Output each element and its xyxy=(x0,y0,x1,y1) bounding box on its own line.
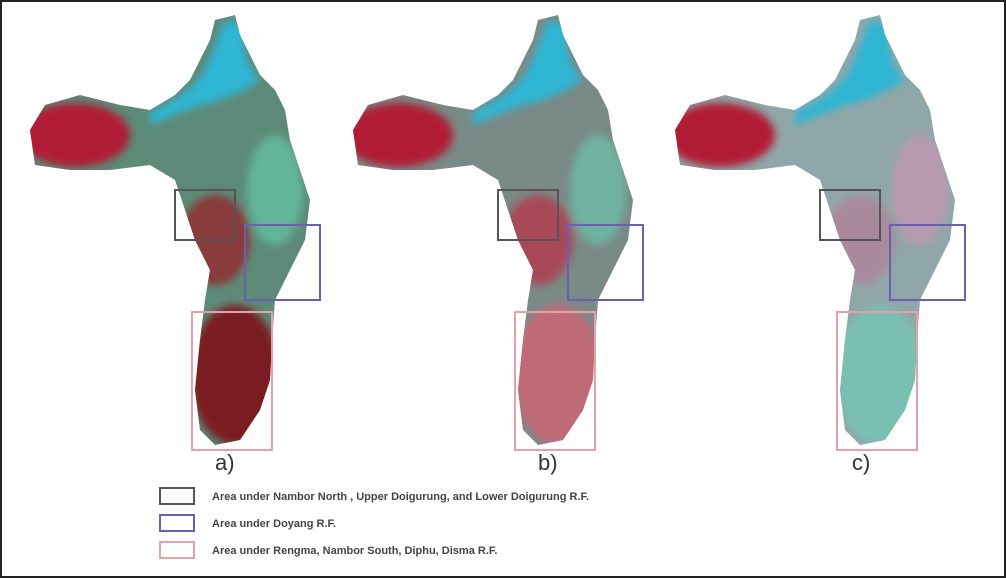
legend-text: Area under Rengma, Nambor South, Diphu, … xyxy=(212,545,497,557)
panel-label: a) xyxy=(215,450,235,475)
page: a) b) c) Area under Nambor North , Upper… xyxy=(0,0,1006,578)
figure: a) b) c) Area under Nambor North , Upper… xyxy=(0,0,1006,578)
legend-text: Area under Doyang R.F. xyxy=(212,518,336,530)
panel-label: b) xyxy=(538,450,558,475)
panel-label: c) xyxy=(852,450,870,475)
legend-text: Area under Nambor North , Upper Doigurun… xyxy=(212,491,589,503)
